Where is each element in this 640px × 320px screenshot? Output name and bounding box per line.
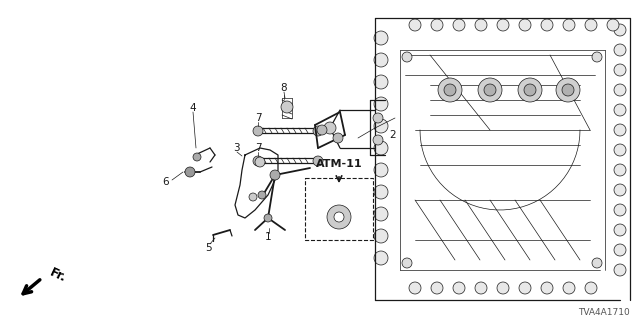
Circle shape — [614, 164, 626, 176]
Text: 4: 4 — [189, 103, 196, 113]
Circle shape — [327, 205, 351, 229]
Circle shape — [519, 19, 531, 31]
Circle shape — [281, 101, 293, 113]
Text: ATM-11: ATM-11 — [316, 159, 362, 169]
Text: 5: 5 — [205, 243, 212, 253]
Circle shape — [563, 282, 575, 294]
Circle shape — [373, 113, 383, 123]
Circle shape — [607, 19, 619, 31]
Circle shape — [614, 44, 626, 56]
Text: 7: 7 — [255, 143, 261, 153]
Circle shape — [374, 75, 388, 89]
Circle shape — [556, 78, 580, 102]
Circle shape — [313, 126, 323, 136]
Circle shape — [185, 167, 195, 177]
Circle shape — [270, 170, 280, 180]
Circle shape — [409, 282, 421, 294]
Circle shape — [264, 214, 272, 222]
Bar — [305, 178, 373, 240]
Circle shape — [402, 52, 412, 62]
Circle shape — [374, 141, 388, 155]
Circle shape — [253, 126, 263, 136]
Circle shape — [334, 212, 344, 222]
Circle shape — [374, 163, 388, 177]
Circle shape — [431, 282, 443, 294]
Circle shape — [614, 244, 626, 256]
Circle shape — [438, 78, 462, 102]
Circle shape — [317, 125, 327, 135]
Circle shape — [374, 53, 388, 67]
Circle shape — [374, 229, 388, 243]
Circle shape — [484, 84, 496, 96]
Circle shape — [497, 19, 509, 31]
Circle shape — [475, 19, 487, 31]
Circle shape — [524, 84, 536, 96]
Circle shape — [453, 282, 465, 294]
Circle shape — [374, 31, 388, 45]
Circle shape — [585, 19, 597, 31]
Circle shape — [478, 78, 502, 102]
Circle shape — [253, 156, 263, 166]
Circle shape — [249, 193, 257, 201]
Circle shape — [614, 104, 626, 116]
Circle shape — [374, 119, 388, 133]
Circle shape — [333, 133, 343, 143]
Circle shape — [444, 84, 456, 96]
Circle shape — [402, 258, 412, 268]
Circle shape — [614, 64, 626, 76]
Text: 8: 8 — [281, 83, 287, 93]
Circle shape — [614, 124, 626, 136]
Circle shape — [324, 122, 336, 134]
Circle shape — [374, 185, 388, 199]
Circle shape — [193, 153, 201, 161]
Text: 1: 1 — [265, 232, 271, 242]
Circle shape — [563, 19, 575, 31]
Circle shape — [541, 19, 553, 31]
Text: 7: 7 — [255, 113, 261, 123]
Circle shape — [373, 135, 383, 145]
Text: Fr.: Fr. — [48, 266, 68, 284]
Circle shape — [614, 204, 626, 216]
Circle shape — [475, 282, 487, 294]
Text: TVA4A1710: TVA4A1710 — [579, 308, 630, 317]
Circle shape — [592, 52, 602, 62]
Circle shape — [585, 282, 597, 294]
Text: 6: 6 — [163, 177, 170, 187]
Circle shape — [431, 19, 443, 31]
Circle shape — [258, 191, 266, 199]
Circle shape — [374, 97, 388, 111]
Circle shape — [374, 207, 388, 221]
Text: 2: 2 — [390, 130, 396, 140]
Circle shape — [541, 282, 553, 294]
Circle shape — [614, 24, 626, 36]
Circle shape — [614, 84, 626, 96]
Circle shape — [592, 258, 602, 268]
Circle shape — [519, 282, 531, 294]
Circle shape — [614, 144, 626, 156]
Circle shape — [614, 224, 626, 236]
Circle shape — [313, 156, 323, 166]
Circle shape — [409, 19, 421, 31]
Circle shape — [255, 157, 265, 167]
Circle shape — [374, 251, 388, 265]
Circle shape — [497, 282, 509, 294]
Circle shape — [614, 184, 626, 196]
Circle shape — [562, 84, 574, 96]
Text: 3: 3 — [233, 143, 239, 153]
Circle shape — [518, 78, 542, 102]
Circle shape — [453, 19, 465, 31]
Circle shape — [614, 264, 626, 276]
